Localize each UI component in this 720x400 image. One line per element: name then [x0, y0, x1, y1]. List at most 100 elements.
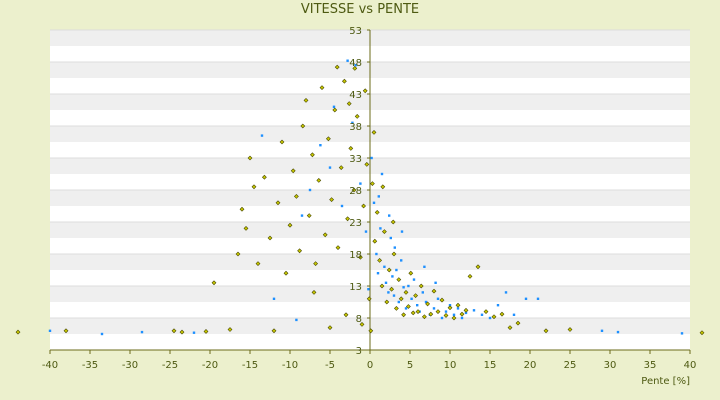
scatter-point — [413, 293, 419, 299]
scatter-point — [491, 314, 497, 320]
scatter-point — [447, 305, 453, 311]
scatter-point — [63, 328, 69, 334]
scatter-point — [379, 283, 385, 289]
scatter-point — [346, 101, 352, 107]
scatter-point — [412, 278, 416, 281]
scatter-point — [402, 286, 405, 289]
scatter-point — [389, 286, 395, 292]
scatter-point — [287, 222, 293, 228]
scatter-point — [243, 225, 249, 231]
scatter-point — [351, 187, 357, 193]
scatter-point — [395, 268, 398, 272]
scatter-point — [319, 85, 325, 91]
x-tick-label: -30 — [122, 360, 138, 371]
scatter-point — [460, 316, 464, 320]
scatter-point — [416, 304, 419, 307]
scatter-point — [464, 311, 468, 315]
scatter-point — [260, 134, 264, 137]
y-tick-label: 23 — [349, 218, 362, 229]
scatter-point — [272, 297, 276, 300]
scatter-point — [359, 321, 365, 327]
y-tick-label: 28 — [349, 186, 362, 197]
scatter-point — [319, 144, 322, 147]
scatter-point — [171, 328, 177, 334]
y-tick-label: 8 — [356, 314, 362, 325]
x-tick-label: -10 — [282, 360, 298, 371]
scatter-point — [396, 277, 402, 283]
scatter-point — [370, 156, 373, 160]
scatter-point — [346, 59, 349, 62]
y-tick-label: 33 — [349, 154, 362, 165]
scatter-point — [227, 327, 233, 332]
scatter-point — [421, 291, 424, 294]
scatter-point — [295, 318, 298, 322]
scatter-point — [380, 184, 386, 190]
scatter-point — [297, 248, 303, 254]
x-tick-label: 40 — [684, 360, 697, 371]
scatter-point — [391, 251, 397, 257]
scatter-point — [381, 229, 387, 235]
scatter-point — [267, 235, 273, 241]
y-tick-label: 43 — [349, 90, 362, 101]
scatter-point — [367, 288, 370, 291]
scatter-point — [435, 309, 441, 315]
scatter-point — [357, 254, 363, 260]
scatter-point — [384, 299, 390, 305]
scatter-point — [616, 330, 620, 334]
scatter-point — [362, 88, 368, 94]
x-tick-label: 15 — [484, 360, 497, 371]
scatter-point — [368, 328, 374, 334]
scatter-point — [366, 296, 372, 302]
scatter-point — [408, 270, 414, 276]
scatter-point — [247, 155, 253, 161]
scatter-point — [439, 297, 445, 303]
scatter-point — [443, 313, 449, 318]
scatter-point — [410, 310, 416, 316]
scatter-point — [423, 265, 426, 268]
scatter-point — [377, 257, 383, 263]
scatter-point — [499, 311, 505, 317]
scatter-point — [300, 123, 306, 129]
x-tick-label: -20 — [202, 360, 218, 371]
chart-title: VITESSE vs PENTE — [300, 2, 420, 17]
x-axis-title: Pente [%] — [641, 376, 690, 387]
scatter-point — [567, 327, 573, 332]
scatter-point — [351, 121, 354, 124]
scatter-point — [428, 311, 434, 317]
scatter-point — [436, 297, 440, 300]
scatter-point — [434, 281, 437, 284]
scatter-point — [472, 309, 476, 312]
scatter-point — [425, 301, 431, 307]
x-tick-label: -25 — [162, 360, 178, 371]
scatter-point — [354, 64, 357, 67]
scatter-point — [400, 259, 403, 262]
scatter-point — [372, 201, 376, 204]
y-tick-label: 18 — [349, 250, 362, 261]
scatter-point — [327, 325, 333, 331]
scatter-point — [361, 203, 367, 209]
y-tick-label: 53 — [349, 26, 362, 37]
scatter-point — [309, 152, 315, 158]
scatter-point — [261, 174, 267, 180]
scatter-point — [313, 261, 319, 267]
x-tick-label: 10 — [444, 360, 457, 371]
scatter-point — [332, 107, 338, 113]
scatter-point — [391, 275, 394, 278]
scatter-point — [448, 304, 452, 307]
scatter-point — [140, 330, 144, 334]
scatter-point — [300, 214, 304, 217]
scatter-point — [451, 315, 457, 321]
scatter-point — [271, 328, 277, 334]
scatter-point — [15, 329, 21, 335]
scatter-point — [389, 236, 392, 240]
scatter-point — [306, 213, 312, 219]
scatter-point — [403, 289, 409, 295]
scatter-point — [392, 294, 396, 297]
scatter-point — [456, 307, 460, 310]
scatter-point — [275, 200, 281, 206]
scatter-point — [375, 252, 378, 256]
scatter-point — [455, 302, 461, 308]
scatter-point — [388, 214, 391, 217]
scatter-point — [364, 230, 368, 233]
